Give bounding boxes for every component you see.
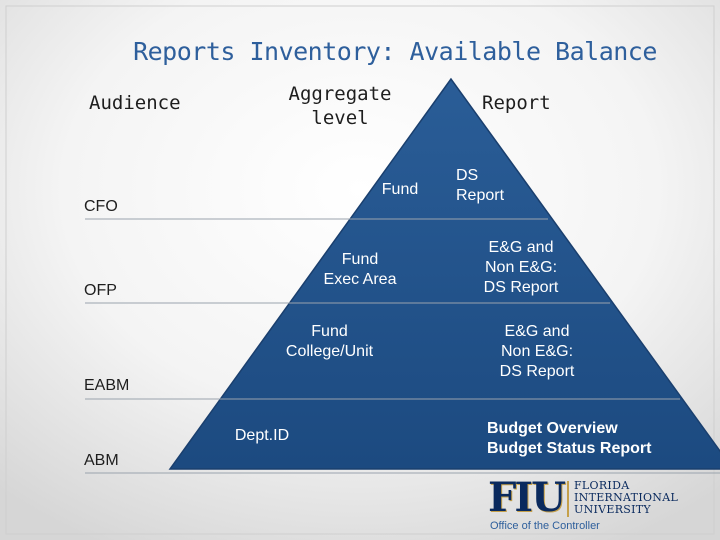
report-eg-ds-eabm: E&G and Non E&G: DS Report	[499, 323, 575, 380]
audience-ofp: OFP	[84, 282, 117, 299]
fiu-logo-name: FLORIDA INTERNATIONAL UNIVERSITY	[574, 479, 679, 516]
office-caption: Office of the Controller	[490, 520, 600, 532]
audience-cfo: CFO	[84, 198, 118, 215]
fiu-logo-letters: FIU	[488, 474, 566, 521]
report-budget: Budget Overview Budget Status Report	[487, 420, 652, 457]
report-eg-ds-ofp: E&G and Non E&G: DS Report	[483, 239, 559, 296]
audience-abm: ABM	[84, 452, 119, 469]
slide-title: Reports Inventory: Available Balance	[133, 37, 657, 66]
level-fund-college-unit: Fund College/Unit	[285, 323, 374, 360]
fiu-logo: FIU FLORIDA INTERNATIONAL UNIVERSITY	[488, 474, 678, 521]
level-fund-exec-area: Fund Exec Area	[323, 251, 397, 288]
audience-header: Audience	[89, 92, 181, 114]
pyramid	[168, 77, 720, 470]
aggregate-level-header: Aggregate level	[288, 83, 392, 129]
level-fund: Fund	[381, 181, 419, 198]
report-ds: DS Report	[456, 167, 505, 204]
audience-eabm: EABM	[84, 377, 130, 394]
report-header: Report	[482, 92, 551, 114]
level-dept-id: Dept.ID	[234, 427, 290, 444]
